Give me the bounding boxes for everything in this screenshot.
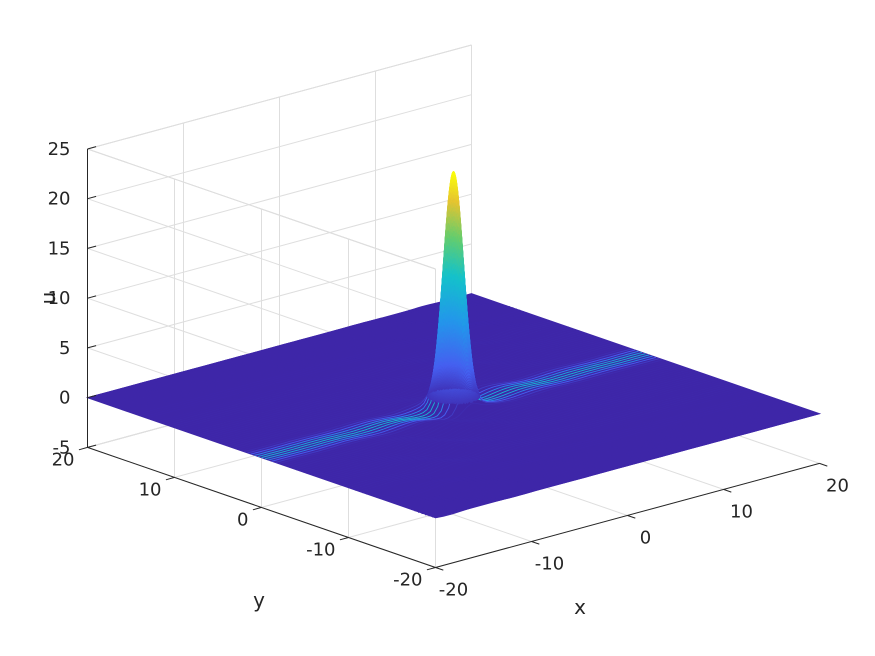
mesh-line-x	[369, 390, 754, 496]
mesh-line-x	[160, 318, 545, 424]
mesh-line-x	[351, 384, 737, 490]
mesh-line-x	[149, 314, 535, 420]
mesh-line-x	[90, 294, 476, 400]
mesh-line-x	[397, 400, 782, 505]
mesh-line-x	[386, 396, 771, 501]
mesh-line-x	[323, 374, 709, 480]
mesh-line-x	[376, 392, 761, 498]
mesh-line-x	[198, 331, 584, 437]
mesh-line-x	[87, 293, 472, 399]
mesh-line-x	[365, 389, 751, 495]
mesh-line-x	[372, 391, 758, 497]
mesh-line-x	[188, 327, 573, 433]
mesh-line-x	[414, 406, 799, 512]
mesh-line-x	[104, 299, 490, 405]
mesh-line-x	[101, 298, 486, 403]
mesh-line-x	[97, 297, 483, 402]
mesh-line-x	[184, 326, 570, 432]
mesh-line-x	[341, 380, 726, 486]
mesh-line-x	[348, 383, 733, 489]
mesh-line-x	[379, 394, 764, 499]
mesh-line-x	[226, 341, 611, 447]
mesh-line-x	[296, 365, 681, 471]
mesh-line-x	[278, 359, 664, 465]
mesh-line-x	[292, 364, 677, 470]
mesh-line-x	[404, 402, 789, 508]
mesh-line-x	[393, 398, 778, 504]
mesh-line-x	[156, 317, 542, 423]
mesh-line-x	[153, 316, 538, 421]
mesh-line-x	[306, 368, 691, 474]
mesh-line-x	[163, 319, 549, 425]
mesh-line-x	[424, 409, 810, 516]
mesh-line-x	[320, 373, 705, 479]
mesh-line-x	[355, 385, 740, 491]
mesh-line-x	[334, 378, 719, 484]
mesh-line-x	[212, 336, 597, 442]
mesh-line-x	[191, 329, 577, 435]
mesh-line-x	[410, 404, 796, 511]
mesh-line-x	[407, 403, 792, 509]
mesh-line-x	[313, 371, 698, 477]
mesh-line-x	[209, 335, 594, 441]
mesh-line-x	[431, 412, 817, 518]
mesh-line-x	[417, 407, 803, 513]
mesh-line-x	[299, 366, 684, 472]
mesh-line-x	[111, 301, 496, 407]
mesh-line-x	[337, 379, 723, 485]
mesh-line-x	[400, 401, 785, 506]
mesh-line-x	[94, 296, 479, 401]
mesh-line-x	[108, 300, 493, 406]
mesh-line-x	[285, 361, 671, 467]
mesh-line-x	[174, 323, 559, 429]
mesh-line-x	[181, 325, 566, 431]
mesh-line-x	[282, 360, 667, 466]
mesh-line-x	[358, 386, 744, 493]
surface-mesh	[85, 170, 822, 519]
mesh-line-x	[330, 377, 716, 482]
mesh-line-x	[230, 342, 615, 448]
mesh-line-x	[202, 332, 587, 438]
mesh-line-x	[170, 322, 556, 427]
mesh-line-x	[310, 370, 695, 476]
mesh-line-x	[435, 413, 820, 519]
mesh-line-x	[115, 302, 500, 408]
mesh-line-x	[177, 324, 563, 430]
mesh-line-x	[223, 340, 608, 445]
mesh-line-x	[327, 376, 712, 481]
mesh-line-x	[219, 338, 604, 444]
mesh-line-x	[289, 362, 674, 468]
mesh-line-x	[344, 382, 730, 487]
mesh-line-x	[383, 395, 768, 500]
mesh-line-x	[317, 372, 702, 478]
mesh-line-x	[216, 337, 601, 443]
mesh-line-x	[390, 397, 775, 503]
mesh-line-x	[428, 410, 813, 517]
mesh-line-x	[362, 388, 747, 494]
mesh-line-x	[303, 367, 688, 473]
mesh-line-x	[195, 330, 580, 436]
mesh-line-x	[205, 334, 590, 439]
mesh-line-x	[421, 408, 806, 515]
mesh-line-x	[167, 321, 552, 426]
